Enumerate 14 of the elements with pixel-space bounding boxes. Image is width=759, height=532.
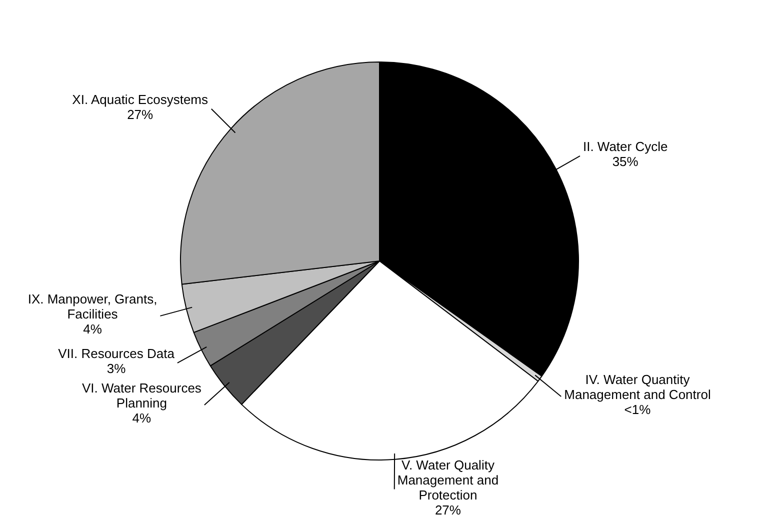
slice-label: VI. Water Resources Planning xyxy=(82,380,202,411)
data-label: 4% xyxy=(132,410,152,426)
data-label: 35% xyxy=(612,154,639,169)
data-label: 3% xyxy=(106,360,126,376)
slice-label: XI. Aquatic Ecosystems xyxy=(72,92,208,107)
data-label: <1% xyxy=(624,402,652,418)
data-label: 27% xyxy=(434,502,462,518)
slice-label: IV. Water Quantity Management and Control xyxy=(564,372,711,402)
slice-label: VII. Resources Data xyxy=(58,346,176,361)
slice-label: IX. Manpower, Grants, Facilities xyxy=(28,292,158,322)
data-label: 27% xyxy=(127,106,154,122)
data-label: 4% xyxy=(83,322,102,337)
slice-label: V. Water Quality Management and Protection xyxy=(397,457,499,502)
slice-label: II. Water Cycle xyxy=(582,139,668,154)
